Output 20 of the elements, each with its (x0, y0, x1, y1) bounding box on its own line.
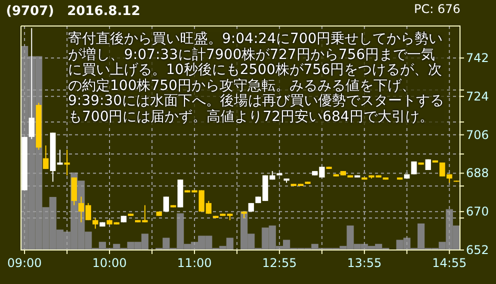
candlestick (163, 196, 169, 212)
x-tick-label: 11:00 (177, 256, 212, 270)
x-tick-label: 13:55 (347, 256, 382, 270)
x-tick-label: 09:00 (7, 256, 42, 270)
y-tick-label: 652 (466, 243, 489, 257)
candlestick (42, 144, 49, 170)
text: PC: 676 (414, 2, 460, 16)
y-tick-label: 706 (466, 128, 489, 142)
annotation: 寄付直後から買い旺盛。9:04:24に700円乗せしてから勢いが増し、9:07:33に計7900株が727円から756円まで一気に買い上げる。10秒後にも2500株が756円をつけるが、次の約定100株750円から攻守急転。みるみる値を下げ、9:39:30には水面下へ。後場は再び買い優勢でスタートするも700円には届かず。高値より72円安い684円で大引け。 (68, 31, 444, 126)
y-tick-label: 724 (466, 89, 489, 104)
chart-title: (9707) 2016.8.12 (6, 3, 140, 20)
candlestick (411, 160, 417, 175)
x-tick-label: 14:55 (432, 256, 467, 270)
y-tick-label: 742 (466, 51, 489, 65)
candlestick (64, 149, 70, 176)
y-tick-label: 688 (466, 166, 489, 180)
candlestick (92, 218, 98, 230)
x-tick-label: 12:55 (262, 256, 297, 270)
x-tick-label: 10:00 (92, 256, 127, 270)
y-tick-label: 670 (466, 204, 489, 219)
